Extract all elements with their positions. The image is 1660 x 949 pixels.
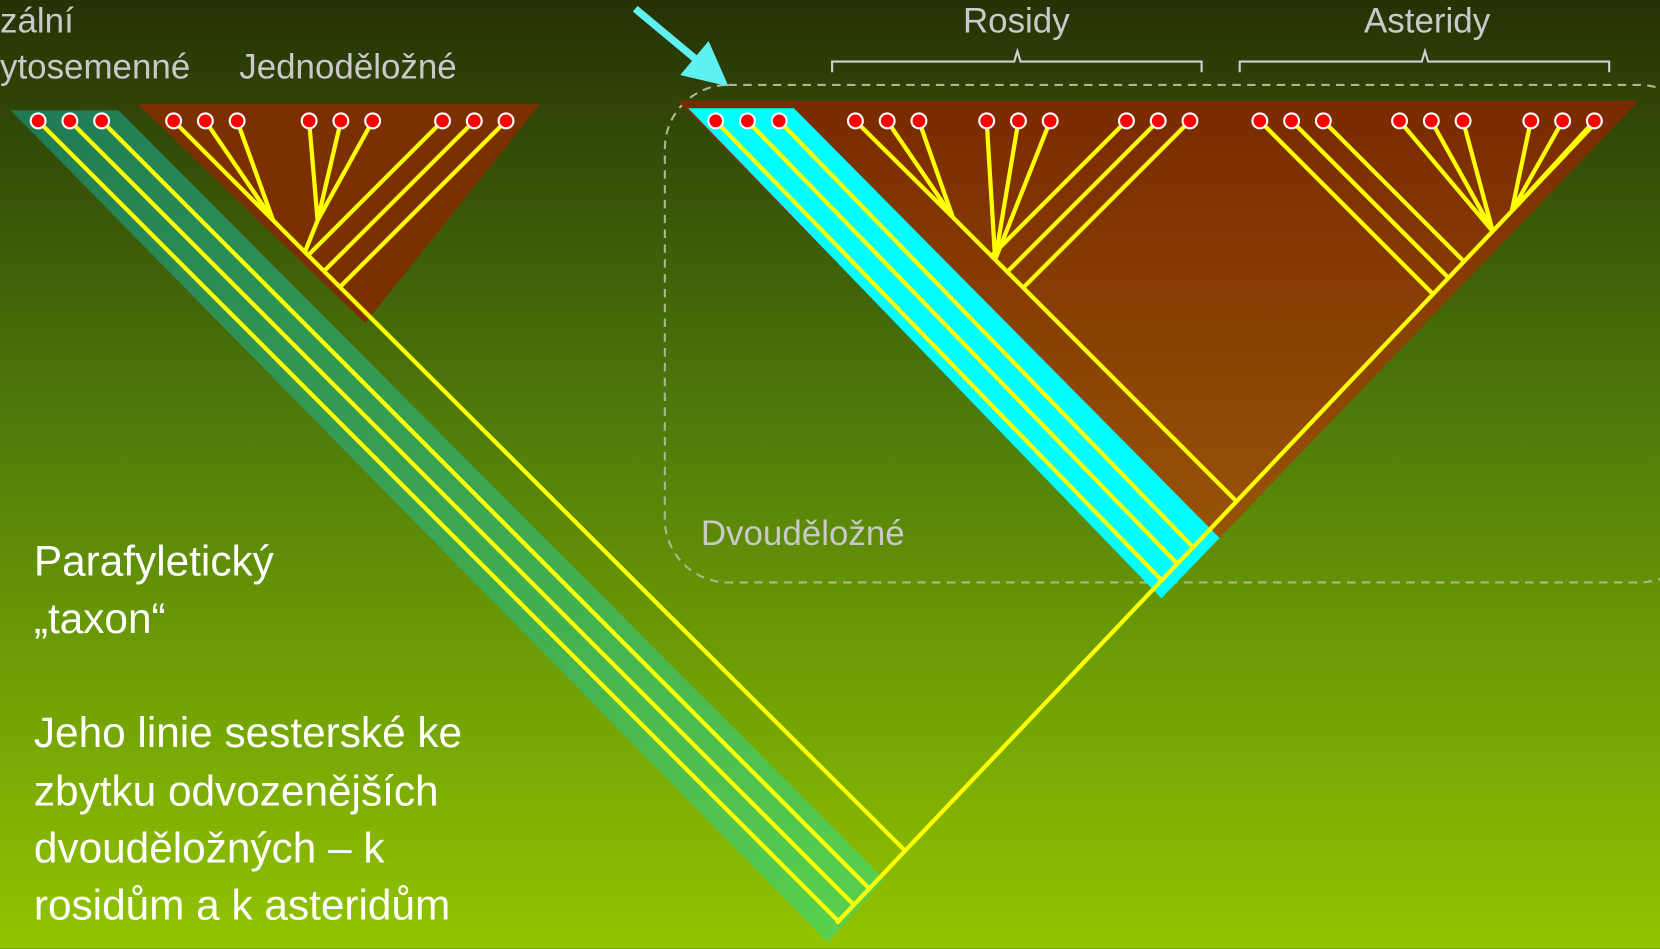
- note-text: zbytku odvozenějších: [34, 767, 439, 814]
- tip: [333, 113, 348, 128]
- tip: [1043, 113, 1058, 128]
- page: {"labels": {"basal": ["zální", "ytosemen…: [0, 0, 1660, 949]
- tip: [499, 113, 514, 128]
- tip: [166, 113, 181, 128]
- tip: [1284, 113, 1299, 128]
- tip: [230, 113, 245, 128]
- tip: [62, 113, 77, 128]
- tip: [1424, 113, 1439, 128]
- note-title: „taxon“: [34, 595, 166, 642]
- slide: zální ytosemenné Jednoděložné Rosidy Ast…: [0, 0, 1660, 949]
- tip: [1316, 113, 1331, 128]
- basal-label: ytosemenné: [0, 47, 190, 86]
- note-text: rosidům a k asteridům: [34, 882, 450, 929]
- tip: [1119, 113, 1134, 128]
- tip: [1392, 113, 1407, 128]
- asterid-label: Asteridy: [1364, 2, 1491, 41]
- tip: [31, 113, 46, 128]
- tip: [979, 113, 994, 128]
- note-text: Jeho linie sesterské ke: [34, 709, 462, 756]
- tip: [880, 113, 895, 128]
- tip: [1523, 113, 1538, 128]
- tip: [912, 113, 927, 128]
- tip: [365, 113, 380, 128]
- tip: [1587, 113, 1602, 128]
- tip: [1555, 113, 1570, 128]
- dicot-label: Dvouděložné: [701, 514, 905, 553]
- tip: [848, 113, 863, 128]
- tip: [740, 113, 755, 128]
- tip: [1151, 113, 1166, 128]
- tip: [708, 113, 723, 128]
- tip: [94, 113, 109, 128]
- basal-label: zální: [0, 2, 74, 41]
- tip: [1252, 113, 1267, 128]
- tip: [302, 113, 317, 128]
- note-title: Parafyletický: [34, 538, 275, 585]
- tip: [1011, 113, 1026, 128]
- tip: [1456, 113, 1471, 128]
- tip: [198, 113, 213, 128]
- tip: [1183, 113, 1198, 128]
- tip: [772, 113, 787, 128]
- note-text: dvouděložných – k: [34, 825, 385, 872]
- monocot-label: Jednoděložné: [239, 47, 456, 86]
- tip: [435, 113, 450, 128]
- tip: [467, 113, 482, 128]
- rosid-label: Rosidy: [963, 2, 1070, 41]
